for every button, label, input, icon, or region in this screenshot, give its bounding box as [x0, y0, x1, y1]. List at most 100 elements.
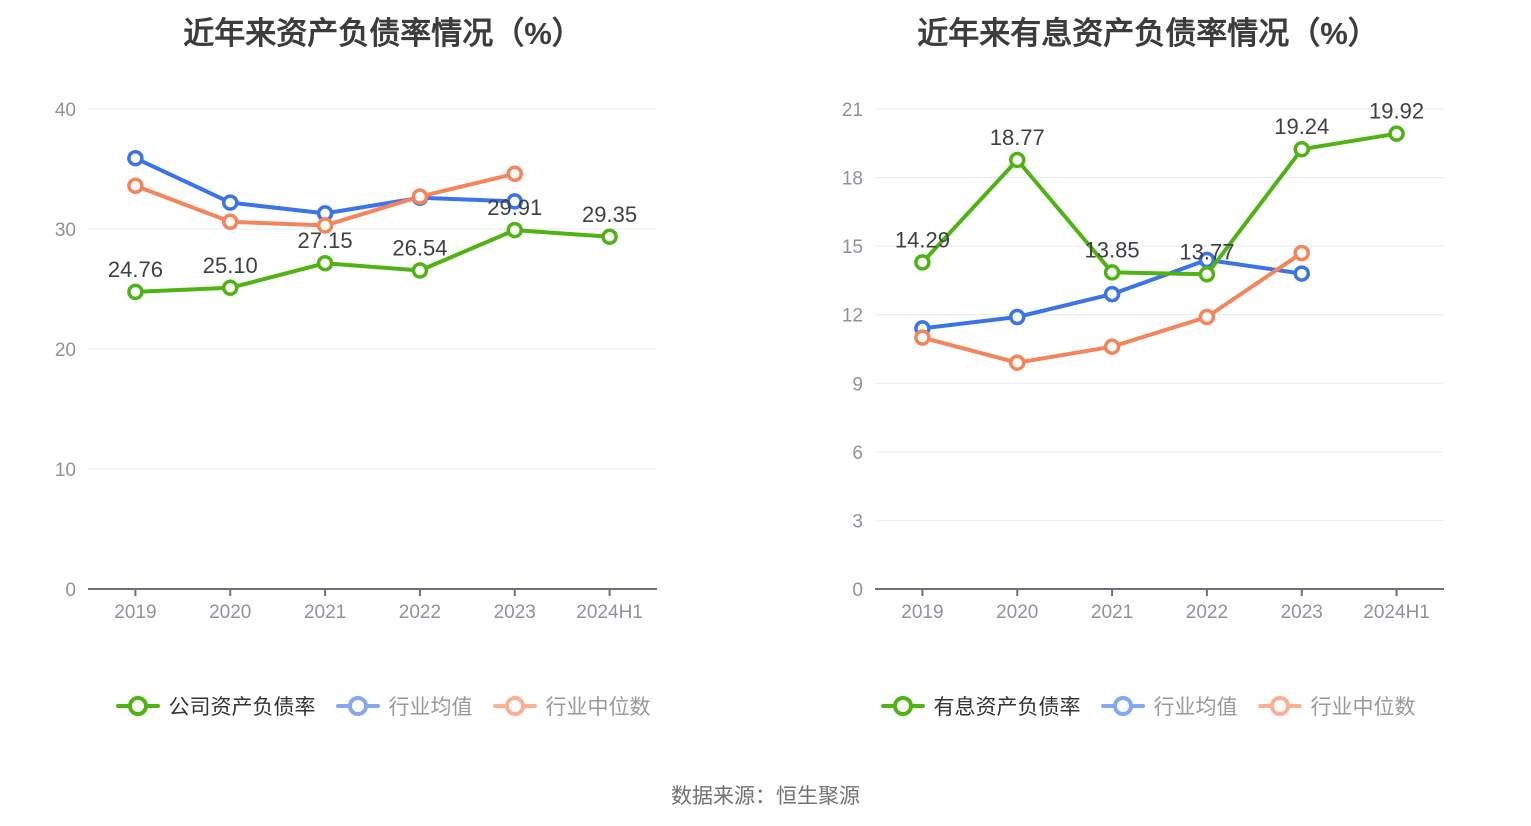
- y-tick-label: 0: [65, 580, 76, 601]
- x-tick-label: 2023: [494, 602, 536, 623]
- data-label: 27.15: [298, 228, 353, 253]
- data-point: [222, 194, 239, 211]
- data-point: [411, 262, 429, 279]
- data-label: 13.77: [1179, 239, 1234, 264]
- line-series-marker-icon: [1100, 696, 1145, 716]
- y-axis-labels: 0 3 6 9 12 15 18 21: [842, 100, 863, 601]
- legend-item-label: 公司资产负债率: [168, 696, 316, 719]
- x-axis-labels: 2019 2020 2021 2022 2023 2024H1: [114, 602, 643, 623]
- y-tick-label: 18: [842, 169, 863, 190]
- series-company: 24.76 25.10 27.15 26.54 29.91 29.35: [108, 195, 637, 301]
- chart-panel-interest-bearing: 近年来有息资产负债率情况（%） 0 3 6 9 12 15 18 21 2019 2020 2021…: [765, 0, 1531, 826]
- legend-interest-bearing: 有息资产负债率 行业均值 行业中位数: [765, 690, 1531, 722]
- data-point: [914, 254, 931, 271]
- line-series-marker-icon: [492, 696, 537, 716]
- series-line: [133, 228, 612, 294]
- line-chart-interest-bearing: 0 3 6 9 12 15 18 21 2019 2020 2021 2022 2023 2024H1 14…: [842, 99, 1444, 623]
- data-label: 19.92: [1369, 99, 1424, 124]
- data-point: [1198, 308, 1216, 326]
- y-tick-label: 30: [55, 220, 76, 241]
- legend-item-industry-median[interactable]: 行业中位数: [1257, 691, 1416, 721]
- data-point: [506, 165, 523, 183]
- data-label: 14.29: [895, 227, 950, 252]
- data-point: [127, 283, 144, 301]
- data-point: [316, 217, 334, 234]
- line-series-marker-icon: [335, 696, 380, 716]
- x-axis-labels: 2019 2020 2021 2022 2023 2024H1: [901, 602, 1430, 623]
- legend-asset-liability: 公司资产负债率 行业均值 行业中位数: [0, 690, 766, 722]
- y-tick-label: 20: [55, 340, 76, 361]
- data-labels: 14.29 18.77 13.85 13.77 19.24 19.92: [895, 99, 1424, 265]
- x-tick-label: 2023: [1281, 602, 1323, 623]
- legend-item-label: 行业中位数: [1310, 696, 1416, 719]
- data-point: [1293, 140, 1310, 158]
- y-axis-labels: 0 10 20 30 40: [55, 100, 76, 601]
- x-tick-label: 2024H1: [576, 602, 643, 623]
- data-point: [127, 177, 144, 195]
- y-tick-label: 12: [842, 306, 863, 327]
- data-point: [1009, 151, 1026, 169]
- data-point: [1009, 354, 1026, 371]
- data-point: [601, 228, 618, 246]
- x-tick-label: 2020: [996, 602, 1038, 623]
- data-point: [1198, 266, 1216, 283]
- y-tick-label: 9: [852, 374, 863, 395]
- legend-item-label: 有息资产负债率: [933, 696, 1081, 719]
- data-label: 26.54: [392, 236, 447, 261]
- y-tick-label: 21: [842, 100, 863, 121]
- x-axis: [875, 588, 1444, 596]
- legend-item-industry-mean[interactable]: 行业均值: [335, 691, 473, 721]
- data-point: [222, 213, 239, 231]
- line-chart-asset-liability: 0 10 20 30 40 2019 2020 2021 2022 2023 2024H1 24.76…: [55, 100, 657, 623]
- line-series-marker-icon: [115, 696, 160, 716]
- data-label: 29.35: [582, 202, 637, 227]
- data-point: [1009, 308, 1026, 326]
- data-label: 24.76: [108, 257, 163, 282]
- x-axis: [88, 588, 657, 596]
- data-point: [914, 329, 931, 346]
- y-gridlines: [875, 108, 1444, 521]
- x-tick-label: 2022: [1186, 602, 1228, 623]
- data-point: [127, 149, 144, 167]
- x-tick-label: 2019: [114, 602, 156, 623]
- y-tick-label: 3: [852, 511, 863, 532]
- data-label: 25.10: [203, 253, 258, 278]
- x-tick-label: 2019: [901, 602, 943, 623]
- x-tick-label: 2021: [1091, 602, 1133, 623]
- x-tick-label: 2020: [209, 602, 251, 623]
- chart-title-interest-bearing: 近年来有息资产负债率情况（%）: [917, 16, 1379, 51]
- series-industry-median: [127, 165, 523, 234]
- y-tick-label: 10: [55, 460, 76, 481]
- y-gridlines: [88, 108, 657, 470]
- x-tick-label: 2022: [399, 602, 441, 623]
- legend-item-interest-ratio[interactable]: 有息资产负债率: [880, 691, 1081, 721]
- chart-title-asset-liability: 近年来资产负债率情况（%）: [183, 16, 583, 51]
- data-point: [1103, 264, 1121, 281]
- y-tick-label: 0: [852, 580, 863, 601]
- data-point: [316, 254, 334, 272]
- legend-item-industry-mean[interactable]: 行业均值: [1100, 691, 1238, 721]
- data-point: [1388, 125, 1405, 142]
- legend-item-company-ratio[interactable]: 公司资产负债率: [115, 691, 316, 721]
- data-label: 13.85: [1085, 237, 1140, 262]
- y-tick-label: 15: [842, 237, 863, 258]
- series-company: 14.29 18.77 13.85 13.77 19.24 19.92: [895, 99, 1424, 283]
- data-point: [1293, 265, 1310, 282]
- legend-item-industry-median[interactable]: 行业中位数: [492, 691, 651, 721]
- y-tick-label: 40: [55, 100, 76, 121]
- data-labels: 24.76 25.10 27.15 26.54 29.91 29.35: [108, 195, 637, 282]
- legend-item-label: 行业中位数: [545, 696, 651, 719]
- data-point: [411, 188, 429, 205]
- data-point: [1103, 285, 1121, 303]
- data-point: [506, 221, 523, 239]
- x-tick-label: 2024H1: [1363, 602, 1430, 623]
- data-source-caption: 数据来源：恒生聚源: [671, 785, 860, 808]
- line-series-marker-icon: [1257, 696, 1302, 716]
- line-series-marker-icon: [880, 696, 925, 716]
- chart-panel-asset-liability: 近年来资产负债率情况（%） 0 10 20 30 40 2019 2020 2021 2022 2…: [0, 16, 766, 722]
- series-industry-mean: [914, 251, 1310, 337]
- legend-item-label: 行业均值: [1153, 696, 1238, 719]
- data-label: 19.24: [1274, 114, 1329, 139]
- data-label: 18.77: [990, 125, 1045, 150]
- series-industry-median: [914, 244, 1310, 371]
